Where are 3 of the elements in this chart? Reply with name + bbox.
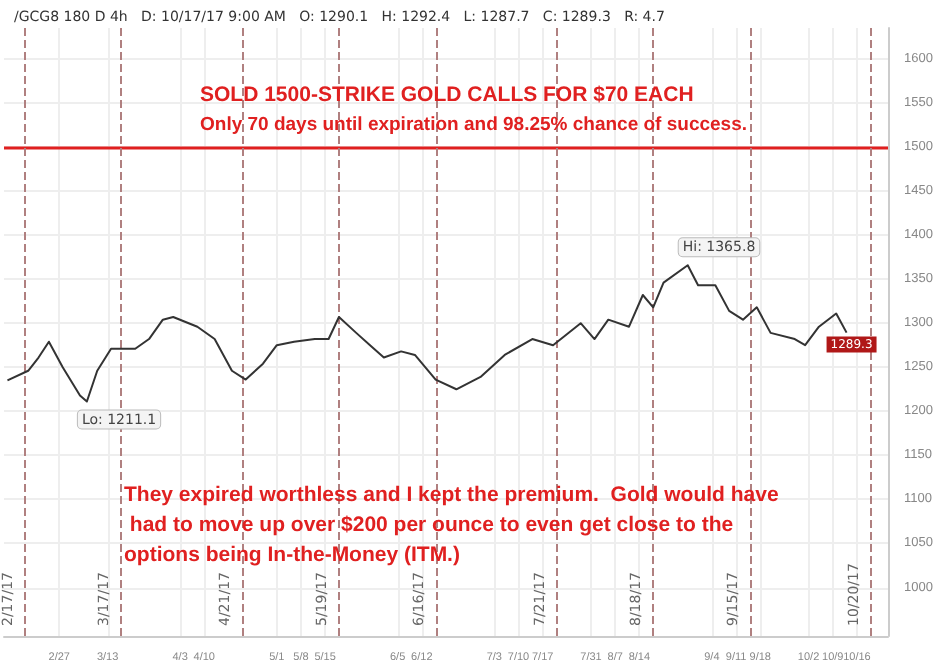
annotation: SOLD 1500-STRIKE GOLD CALLS FOR $70 EACH [200,83,694,107]
annotation: Only 70 days until expiration and 98.25% chance of success. [200,114,747,136]
annotation: They expired worthless and I kept the premium. Gold would have had to move up over $200 per ounce to even get close to the options being In-the-Money (ITM.) [124,483,779,567]
